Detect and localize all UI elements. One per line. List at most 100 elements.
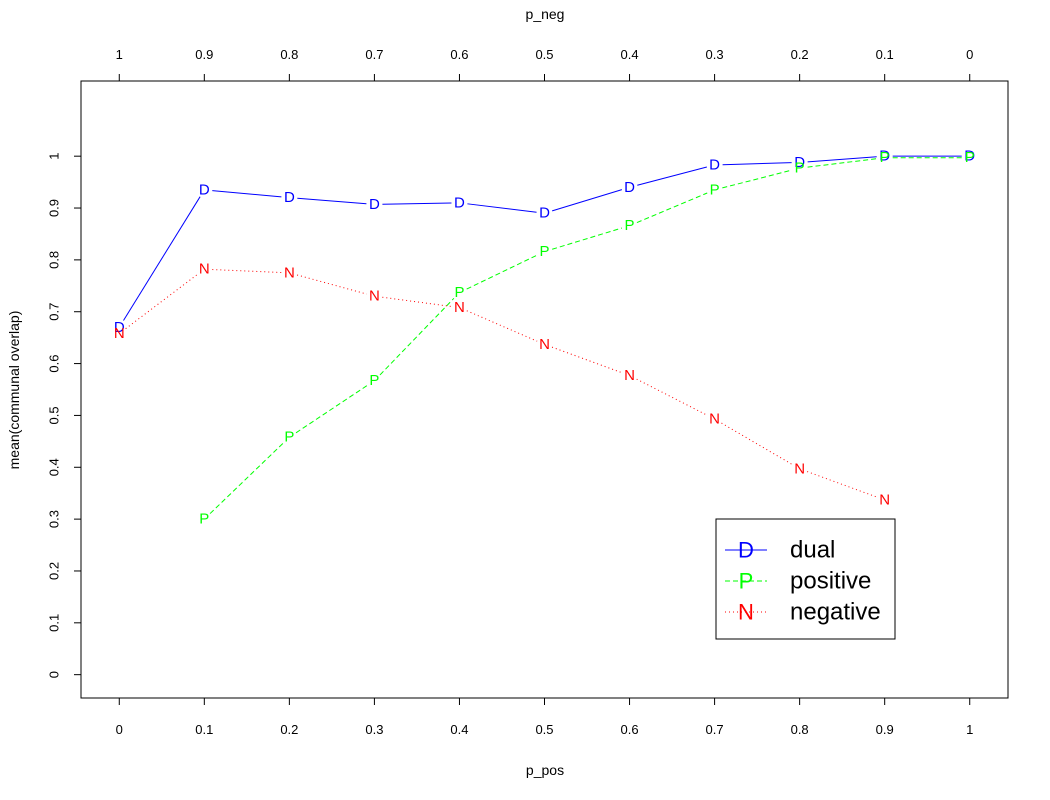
top-tick-label: 0.4: [621, 47, 639, 62]
positive-line-segment: [466, 254, 538, 290]
positive-point: P: [880, 149, 890, 166]
negative-line-segment: [466, 310, 538, 342]
dual-point: D: [454, 194, 465, 211]
top-tick-label: 0.3: [706, 47, 724, 62]
dual-point: D: [709, 156, 720, 173]
top-tick-label: 0.5: [535, 47, 553, 62]
dual-line-segment: [467, 203, 537, 213]
positive-line-segment: [636, 192, 708, 224]
x-tick-label: 0.2: [280, 722, 298, 737]
negative-line-segment: [551, 346, 623, 374]
axes: 0 0.1 0.2 0.3 0.4 0.5 0.6 0.7 0.8 0.9 1 1 0.9 0.8 0.7 0…: [47, 47, 974, 737]
negative-line-segment: [721, 422, 793, 466]
positive-point: P: [965, 149, 975, 166]
top-tick-label: 0.2: [791, 47, 809, 62]
dual-line-segment: [552, 189, 623, 212]
positive-point: P: [454, 284, 464, 301]
negative-line-segment: [636, 378, 708, 416]
y-tick-label: 0.9: [47, 199, 62, 217]
dual-line-segment: [297, 197, 367, 205]
positive-point: P: [199, 511, 209, 528]
y-tick-label: 0.4: [47, 458, 62, 476]
negative-line-segment: [382, 296, 452, 308]
y-tick-label: 0.5: [47, 406, 62, 424]
negative-point: N: [879, 491, 890, 508]
negative-point: N: [114, 325, 125, 342]
dual-line-segment: [637, 166, 707, 186]
x-tick-label: 0.6: [621, 722, 639, 737]
negative-point: N: [369, 288, 380, 305]
negative-line-segment: [125, 273, 199, 330]
dual-line-segment: [212, 190, 282, 198]
dual-point: D: [794, 154, 805, 171]
top-tick-label: 0.1: [876, 47, 894, 62]
y-tick-label: 0.6: [47, 355, 62, 373]
positive-point: P: [795, 160, 805, 177]
legend-label: dual: [790, 537, 835, 564]
series-dual: D D D D D D D D D D D: [114, 148, 975, 336]
legend-marker: N: [738, 600, 754, 625]
series-negative: N N N N N N N N N N: [114, 261, 890, 509]
x-tick-label: 0.5: [535, 722, 553, 737]
x-tick-label: 1: [966, 722, 973, 737]
negative-point: N: [539, 336, 550, 353]
top-axis-title: p_neg: [526, 6, 565, 22]
negative-point: N: [454, 299, 465, 316]
x-tick-label: 0.7: [706, 722, 724, 737]
dual-line-segment: [722, 162, 792, 166]
y-tick-label: 1: [47, 153, 62, 160]
positive-line-segment: [209, 442, 284, 514]
positive-line-segment: [807, 158, 877, 168]
negative-line-segment: [296, 274, 367, 295]
y-tick-label: 0.8: [47, 251, 62, 269]
legend-box: [715, 518, 896, 640]
legend-marker: D: [738, 538, 754, 563]
dual-point: D: [369, 196, 380, 213]
negative-point: N: [794, 460, 805, 477]
legend-label: positive: [790, 568, 871, 595]
positive-line-segment: [552, 227, 623, 250]
x-tick-label: 0.9: [876, 722, 894, 737]
dual-line-segment: [123, 196, 201, 321]
top-tick-label: 0.7: [365, 47, 383, 62]
x-tick-label: 0: [116, 722, 123, 737]
positive-point: P: [284, 429, 294, 446]
top-tick-label: 0: [966, 47, 973, 62]
positive-point: P: [625, 217, 635, 234]
top-tick-label: 0.6: [450, 47, 468, 62]
negative-point: N: [624, 367, 635, 384]
x-axis-title: p_pos: [526, 762, 564, 778]
x-tick-label: 0.4: [450, 722, 468, 737]
top-tick-label: 0.8: [280, 47, 298, 62]
legend-label: negative: [790, 599, 881, 626]
legend-marker: P: [739, 569, 754, 594]
y-axis-title: mean(communal overlap): [6, 311, 22, 470]
y-tick-label: 0: [47, 671, 62, 678]
positive-point: P: [369, 372, 379, 389]
y-tick-label: 0.1: [47, 614, 62, 632]
y-tick-label: 0.7: [47, 303, 62, 321]
y-tick-label: 0.2: [47, 562, 62, 580]
negative-point: N: [284, 264, 295, 281]
positive-line-segment: [379, 297, 455, 376]
dual-point: D: [624, 179, 635, 196]
positive-point: P: [539, 243, 549, 260]
top-tick-label: 1: [116, 47, 123, 62]
top-tick-label: 0.9: [195, 47, 213, 62]
dual-point: D: [284, 189, 295, 206]
y-tick-label: 0.3: [47, 510, 62, 528]
positive-line-segment: [295, 384, 369, 434]
dual-line-segment: [382, 202, 452, 205]
series-positive: P P P P P P P P P P: [199, 149, 974, 527]
negative-line-segment: [212, 269, 282, 273]
positive-line-segment: [722, 169, 793, 189]
negative-line-segment: [806, 471, 878, 498]
dual-point: D: [199, 181, 210, 198]
negative-point: N: [709, 411, 720, 428]
